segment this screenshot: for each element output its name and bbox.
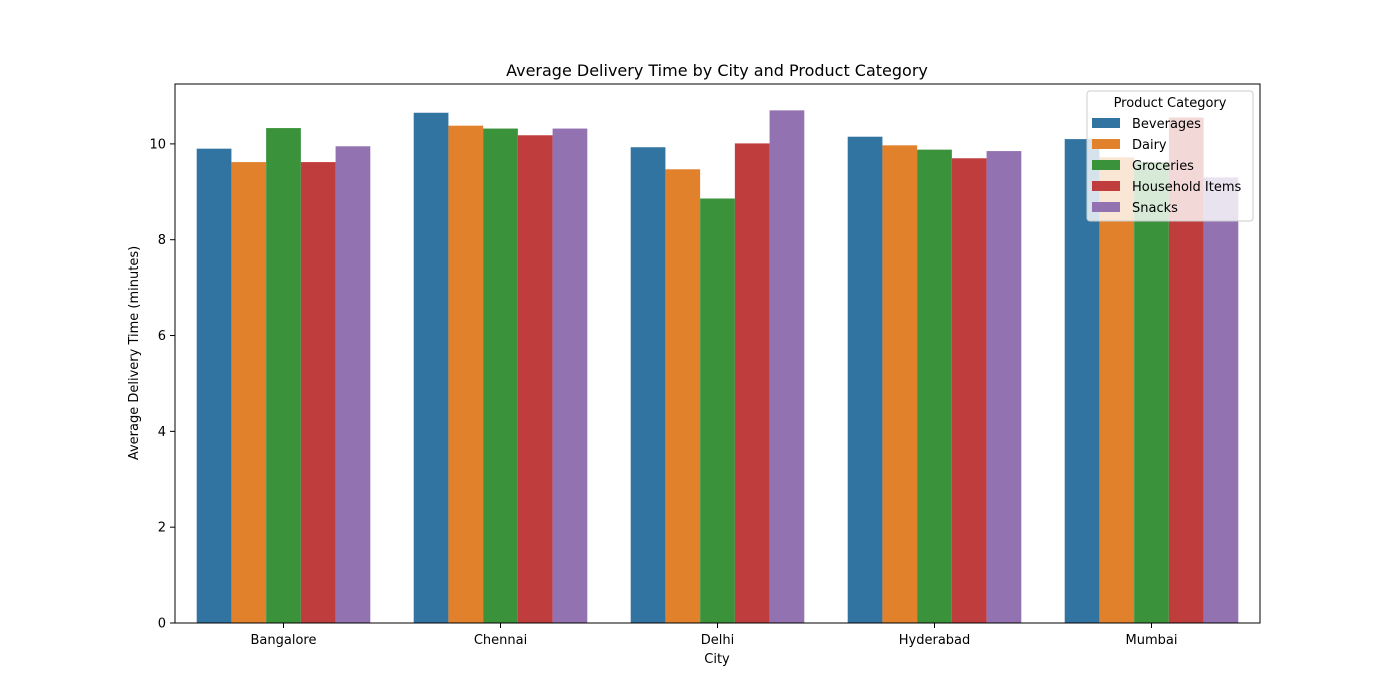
bar-groceries-delhi [700,198,735,623]
bar-snacks-chennai [552,128,588,624]
y-tick-label: 6 [158,329,166,344]
bar-household-items-hyderabad [951,158,987,624]
x-axis: Bangalore Chennai Delhi Hyderabad Mumbai [251,623,1178,648]
legend-swatch [1092,139,1120,149]
bar-beverages-chennai [413,112,449,623]
x-tick-label-mumbai: Mumbai [1126,633,1178,648]
x-tick-label-delhi: Delhi [701,633,734,648]
y-tick-label: 10 [149,137,166,152]
legend-box [1086,90,1254,222]
y-tick-label: 2 [158,521,166,536]
bar-beverages-bangalore [196,148,232,623]
bar-dairy-delhi [665,169,701,623]
legend-entry-groceries: Groceries [1132,159,1194,174]
bar-dairy-bangalore [231,162,267,624]
bar-snacks-bangalore [335,146,371,624]
legend-swatch [1092,160,1120,170]
legend-swatch [1092,202,1120,212]
x-axis-label: City [704,652,730,667]
bar-groceries-hyderabad [917,149,952,623]
legend-entry-beverages: Beverages [1132,117,1201,132]
x-tick-label-hyderabad: Hyderabad [899,633,971,648]
bar-dairy-chennai [448,125,484,623]
legend-entry-dairy: Dairy [1132,138,1167,153]
bar-groceries-mumbai [1134,162,1169,624]
bar-household-items-delhi [734,143,770,623]
y-tick-label: 0 [158,617,166,632]
legend-swatch [1092,181,1120,191]
bar-snacks-delhi [769,110,805,623]
bar-beverages-delhi [630,147,666,623]
y-tick-label: 4 [158,425,166,440]
x-tick-label-bangalore: Bangalore [251,633,317,648]
bar-dairy-hyderabad [882,145,918,623]
bar-household-items-bangalore [300,162,336,624]
y-axis: 0 2 4 6 8 10 [149,137,175,632]
bar-dairy-mumbai [1099,157,1135,623]
bar-groceries-bangalore [266,128,301,623]
bars-group [196,110,1239,624]
legend-title: Product Category [1114,96,1227,111]
y-axis-label: Average Delivery Time (minutes) [127,246,142,460]
legend-entry-snacks: Snacks [1132,201,1178,216]
legend-swatch [1092,118,1120,128]
legend-entry-household-items: Household Items [1132,180,1242,195]
bar-snacks-hyderabad [986,151,1022,623]
bar-snacks-mumbai [1203,177,1239,623]
y-tick-label: 8 [158,233,166,248]
x-tick-label-chennai: Chennai [474,633,527,648]
bar-groceries-chennai [483,128,518,624]
bar-beverages-hyderabad [847,136,883,624]
legend: Product Category Beverages Dairy Groceries H… [1086,90,1254,222]
chart-title: Average Delivery Time by City and Produc… [506,61,928,80]
bar-household-items-chennai [517,135,553,623]
